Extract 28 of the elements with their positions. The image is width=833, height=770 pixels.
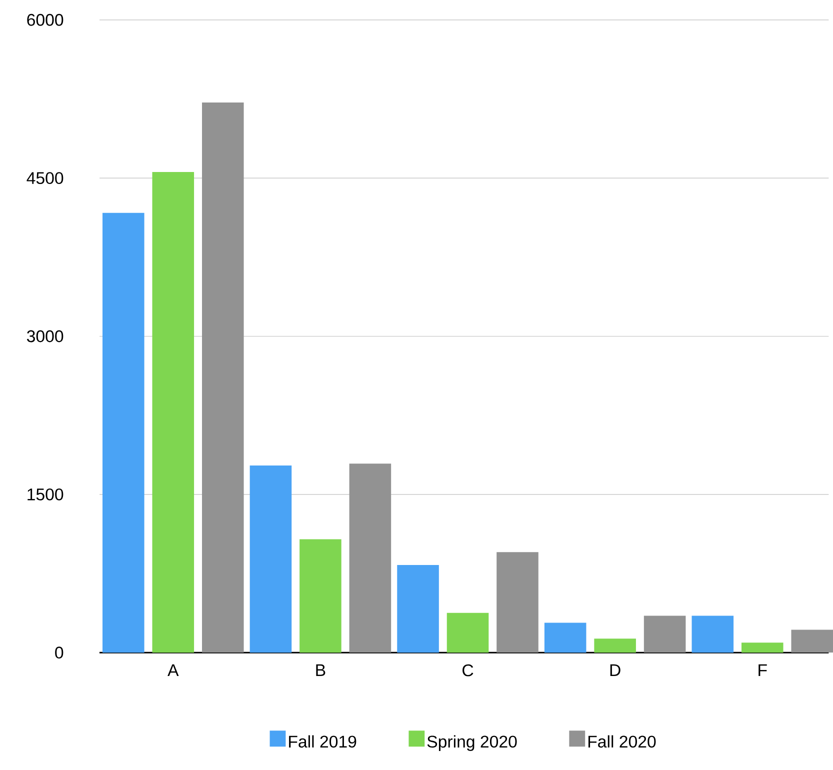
x-tick-label: D [610, 664, 620, 676]
y-tick-label: 3000 [26, 330, 64, 342]
y-tick-label: 0 [55, 646, 64, 659]
bar [300, 539, 342, 653]
bar [791, 630, 833, 653]
bar [446, 612, 489, 653]
y-tick-label: 6000 [27, 14, 64, 26]
bar [594, 638, 636, 653]
bar [741, 642, 784, 653]
bar [250, 466, 292, 653]
bar [692, 616, 734, 653]
y-tick-label: 4500 [26, 172, 64, 184]
bar [544, 622, 586, 653]
x-tick-label: A [168, 664, 179, 676]
bar [496, 552, 538, 653]
bar [202, 102, 244, 653]
x-tick-label: C [462, 664, 474, 676]
legend-label: Fall 2019 [289, 735, 356, 748]
bar [397, 565, 439, 653]
legend-label: Spring 2020 [427, 735, 517, 751]
x-tick-label: B [316, 664, 326, 676]
x-tick-label: F [758, 664, 767, 676]
bar [152, 172, 194, 653]
y-tick-label: 1500 [28, 488, 64, 500]
bar [102, 212, 144, 653]
bar [349, 464, 392, 653]
bar [644, 616, 686, 653]
legend-label: Fall 2020 [588, 735, 656, 748]
